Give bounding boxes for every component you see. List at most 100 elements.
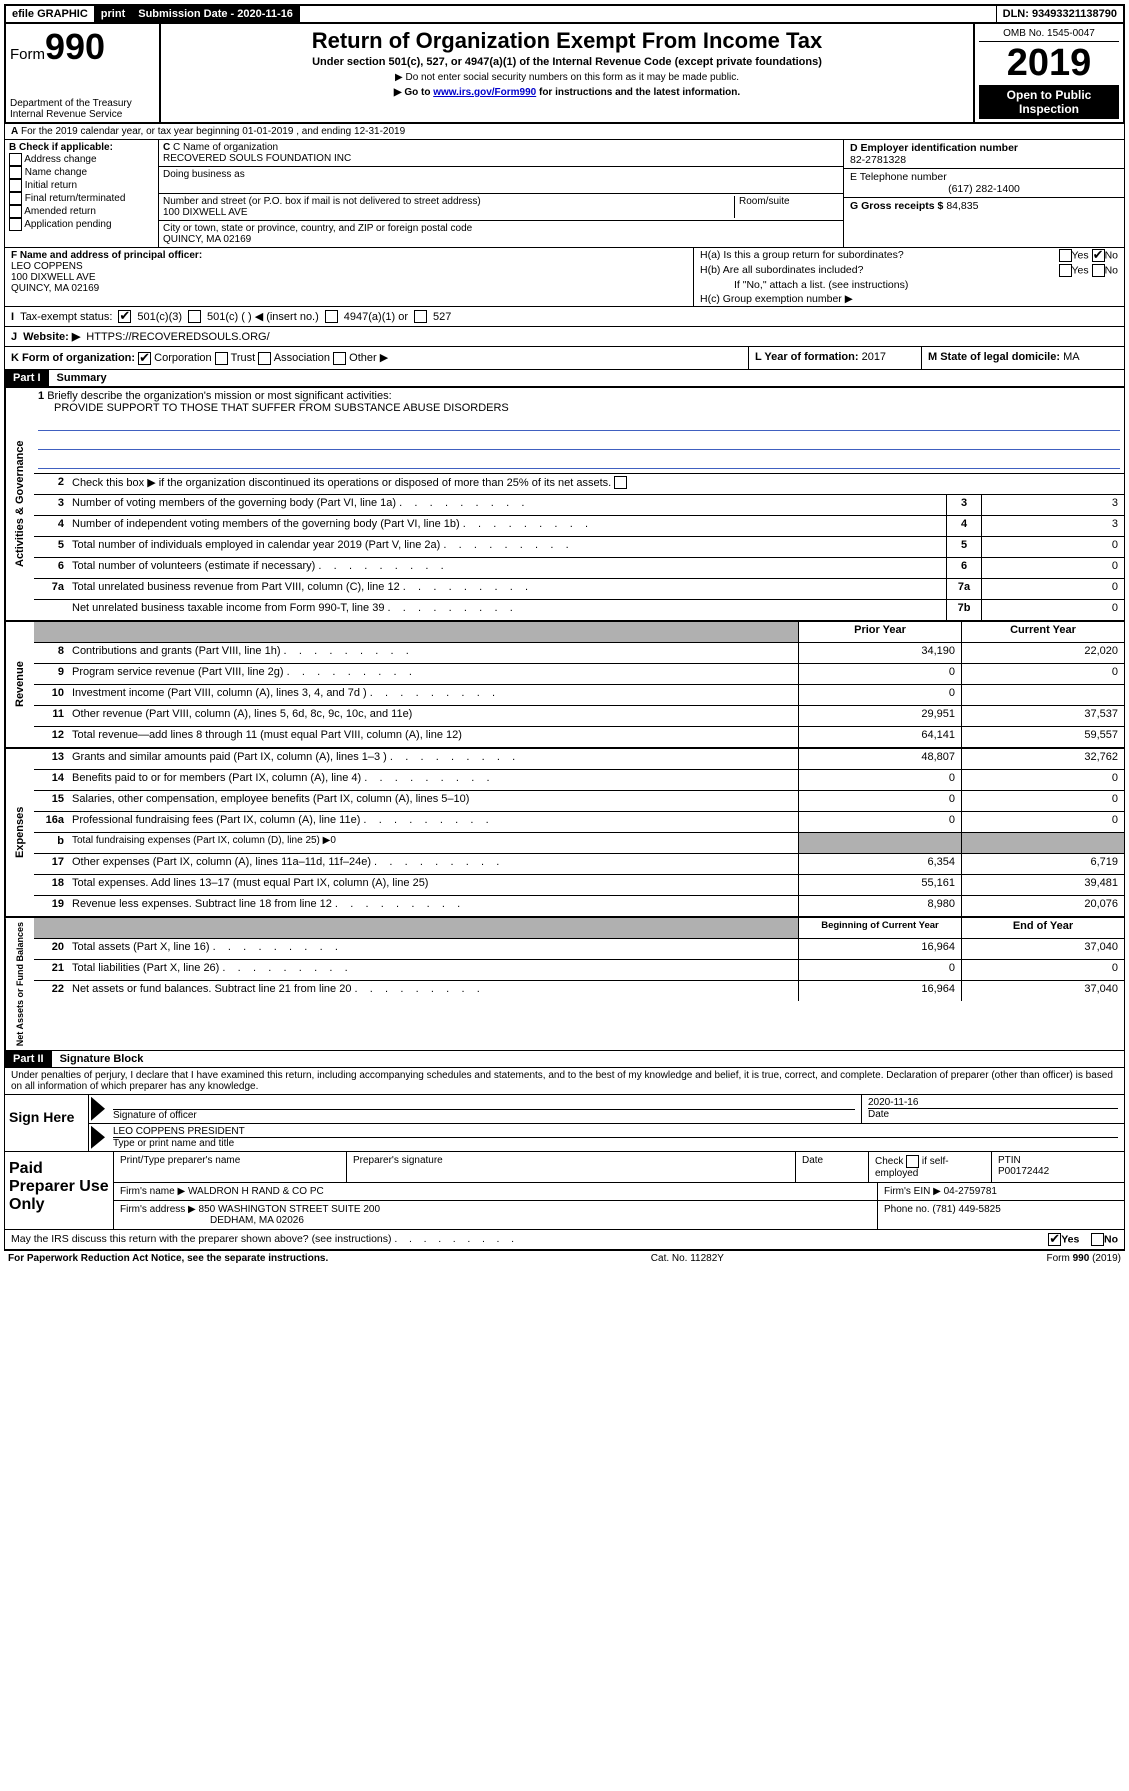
signer-name: LEO COPPENS PRESIDENT [113, 1126, 1118, 1137]
prep-self-emp: Check if self-employed [869, 1152, 992, 1182]
firm-addr-label: Firm's address ▶ [120, 1204, 196, 1215]
governance-vlabel: Activities & Governance [5, 388, 34, 620]
dba-label: Doing business as [163, 169, 839, 180]
cb-initial-return[interactable] [9, 179, 22, 192]
line22: Net assets or fund balances. Subtract li… [68, 981, 798, 1001]
period-line: A For the 2019 calendar year, or tax yea… [4, 124, 1125, 140]
mission-text: PROVIDE SUPPORT TO THOSE THAT SUFFER FRO… [38, 402, 1120, 414]
box-b-label: B Check if applicable: [9, 142, 154, 153]
ptin-value: P00172442 [998, 1166, 1118, 1177]
print-button[interactable]: print [95, 6, 132, 22]
hb-note: If "No," attach a list. (see instruction… [694, 278, 1124, 292]
top-bar: efile GRAPHIC print Submission Date - 20… [4, 4, 1125, 24]
hb-label: H(b) Are all subordinates included? [700, 264, 863, 277]
line9: Program service revenue (Part VIII, line… [68, 664, 798, 684]
cb-ha-yes[interactable] [1059, 249, 1072, 262]
website-row: J Website: ▶ HTTPS://RECOVEREDSOULS.ORG/ [4, 327, 1125, 347]
omb-number: OMB No. 1545-0047 [979, 26, 1119, 42]
netassets-vlabel: Net Assets or Fund Balances [5, 918, 34, 1050]
cb-final-return[interactable] [9, 192, 22, 205]
sign-block: Sign Here Signature of officer 2020-11-1… [4, 1095, 1125, 1152]
hc-label: H(c) Group exemption number ▶ [694, 292, 1124, 306]
cb-hb-yes[interactable] [1059, 264, 1072, 277]
signer-name-label: Type or print name and title [113, 1137, 1118, 1149]
line18: Total expenses. Add lines 13–17 (must eq… [68, 875, 798, 895]
arrow-icon [91, 1126, 105, 1149]
line16a: Professional fundraising fees (Part IX, … [68, 812, 798, 832]
cat-no: Cat. No. 11282Y [651, 1253, 724, 1264]
cb-hb-no[interactable] [1092, 264, 1105, 277]
city-label: City or town, state or province, country… [163, 223, 839, 234]
footer: For Paperwork Reduction Act Notice, see … [4, 1250, 1125, 1266]
form990-link[interactable]: www.irs.gov/Form990 [433, 87, 536, 98]
line15: Salaries, other compensation, employee b… [68, 791, 798, 811]
room-label: Room/suite [734, 196, 839, 218]
cb-discuss-no[interactable] [1091, 1233, 1104, 1246]
entity-block: B Check if applicable: Address change Na… [4, 140, 1125, 248]
cb-line2[interactable] [614, 476, 627, 489]
city-value: QUINCY, MA 02169 [163, 234, 839, 245]
line2: Check this box ▶ if the organization dis… [68, 474, 1124, 494]
cb-assoc[interactable] [258, 352, 271, 365]
cb-trust[interactable] [215, 352, 228, 365]
cb-corp[interactable] [138, 352, 151, 365]
line16b: Total fundraising expenses (Part IX, col… [68, 833, 798, 853]
org-name: RECOVERED SOULS FOUNDATION INC [163, 153, 839, 164]
org-name-label: C C Name of organization [163, 142, 839, 153]
cb-name-change[interactable] [9, 166, 22, 179]
gross-receipts: G Gross receipts $ 84,835 [844, 198, 1124, 214]
firm-name: WALDRON H RAND & CO PC [188, 1186, 324, 1197]
line7b: Net unrelated business taxable income fr… [68, 600, 946, 620]
line6: Total number of volunteers (estimate if … [68, 558, 946, 578]
submission-date: Submission Date - 2020-11-16 [132, 6, 300, 22]
ein-label: D Employer identification number [850, 142, 1118, 154]
firm-phone-label: Phone no. [884, 1204, 930, 1215]
subtitle-1: Under section 501(c), 527, or 4947(a)(1)… [165, 56, 969, 68]
form-number: Form990 [10, 26, 155, 68]
cb-527[interactable] [414, 310, 427, 323]
line20: Total assets (Part X, line 16) [68, 939, 798, 959]
cb-other[interactable] [333, 352, 346, 365]
officer-addr1: 100 DIXWELL AVE [11, 272, 687, 283]
discuss-question: May the IRS discuss this return with the… [11, 1233, 514, 1246]
tax-year: 2019 [979, 42, 1119, 85]
year-formation: L Year of formation: 2017 [749, 347, 922, 369]
revenue-vlabel: Revenue [5, 622, 34, 747]
perjury-text: Under penalties of perjury, I declare th… [4, 1068, 1125, 1095]
line10: Investment income (Part VIII, column (A)… [68, 685, 798, 705]
line17: Other expenses (Part IX, column (A), lin… [68, 854, 798, 874]
cb-amended[interactable] [9, 205, 22, 218]
line5: Total number of individuals employed in … [68, 537, 946, 557]
line19: Revenue less expenses. Subtract line 18 … [68, 896, 798, 916]
efile-label: efile GRAPHIC [6, 6, 95, 22]
cb-501c[interactable] [188, 310, 201, 323]
cb-address-change[interactable] [9, 153, 22, 166]
prep-name-hdr: Print/Type preparer's name [114, 1152, 347, 1182]
addr-label: Number and street (or P.O. box if mail i… [163, 196, 734, 207]
form-footer: Form 990 (2019) [1047, 1253, 1121, 1264]
expenses-vlabel: Expenses [5, 749, 34, 916]
line14: Benefits paid to or for members (Part IX… [68, 770, 798, 790]
addr-value: 100 DIXWELL AVE [163, 207, 734, 218]
website-value: HTTPS://RECOVEREDSOULS.ORG/ [86, 331, 269, 343]
cb-discuss-yes[interactable] [1048, 1233, 1061, 1246]
firm-ein: 04-2759781 [944, 1186, 997, 1197]
sign-date-value: 2020-11-16 [868, 1097, 1118, 1108]
line7a: Total unrelated business revenue from Pa… [68, 579, 946, 599]
firm-addr2: DEDHAM, MA 02026 [120, 1215, 304, 1226]
line8: Contributions and grants (Part VIII, lin… [68, 643, 798, 663]
cb-501c3[interactable] [118, 310, 131, 323]
line12: Total revenue—add lines 8 through 11 (mu… [68, 727, 798, 747]
line11: Other revenue (Part VIII, column (A), li… [68, 706, 798, 726]
line4: Number of independent voting members of … [68, 516, 946, 536]
ein-value: 82-2781328 [850, 154, 1118, 166]
sign-date-label: Date [868, 1108, 1118, 1120]
officer-addr2: QUINCY, MA 02169 [11, 283, 687, 294]
cb-ha-no[interactable] [1092, 249, 1105, 262]
prep-sig-hdr: Preparer's signature [347, 1152, 796, 1182]
cb-4947[interactable] [325, 310, 338, 323]
current-year-hdr: Current Year [961, 622, 1124, 642]
cb-app-pending[interactable] [9, 218, 22, 231]
cb-self-emp[interactable] [906, 1155, 919, 1168]
subtitle-3: ▶ Go to www.irs.gov/Form990 for instruct… [165, 87, 969, 98]
